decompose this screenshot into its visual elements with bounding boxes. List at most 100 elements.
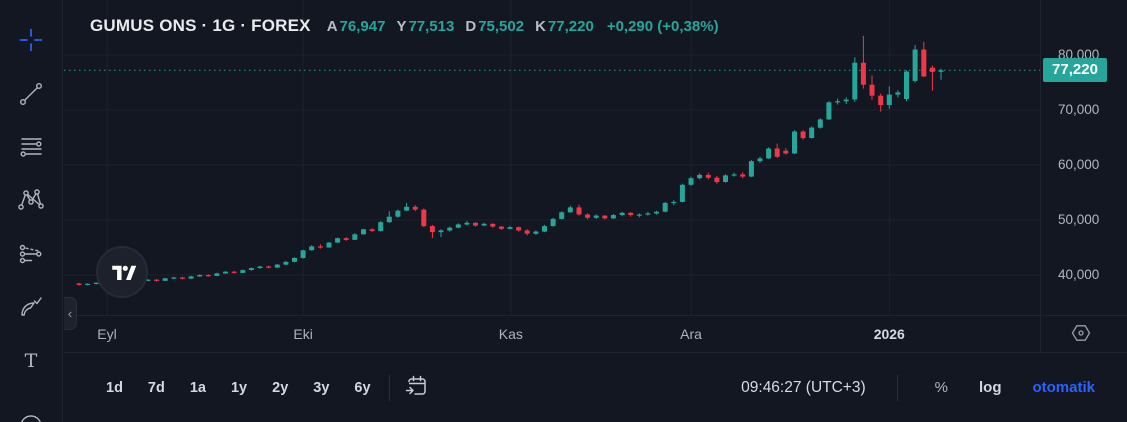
candle (145, 279, 151, 281)
trend-line-tool-button[interactable] (9, 80, 53, 108)
time-tick-label: Eki (293, 326, 313, 342)
symbol-legend[interactable]: GUMUS ONS · 1G · FOREX A 76,947 Y 77,513 D… (90, 16, 719, 36)
candle (309, 246, 315, 251)
range-button-1y[interactable]: 1y (225, 377, 253, 399)
projection-icon (19, 244, 42, 264)
auto-scale-button[interactable]: otomatik (1026, 378, 1101, 397)
fib-retracement-icon (20, 138, 42, 157)
chevron-left-icon: ‹ (67, 306, 73, 321)
candle (404, 206, 410, 211)
time-tick-label-year: 2026 (873, 326, 905, 342)
price-tick-label: 60,000 (1058, 157, 1100, 172)
candle (300, 250, 306, 258)
percent-scale-button[interactable]: % (929, 378, 954, 397)
candle (369, 229, 375, 231)
candle (85, 283, 91, 285)
range-button-1a[interactable]: 1a (184, 377, 212, 399)
candle (783, 150, 789, 154)
candle (361, 229, 366, 235)
candle (843, 99, 849, 102)
range-button-7d[interactable]: 7d (142, 377, 171, 399)
go-to-date-button[interactable] (402, 371, 432, 404)
candle (421, 209, 427, 227)
candle (576, 207, 582, 215)
candle (326, 242, 332, 248)
range-button-3y[interactable]: 3y (307, 377, 335, 399)
price-tick-label: 70,000 (1058, 102, 1100, 117)
tradingview-logo-button[interactable] (96, 246, 148, 298)
candle (188, 276, 194, 279)
price-change: +0,290 (+0,38%) (606, 18, 719, 35)
candle (507, 227, 513, 229)
candle (792, 131, 797, 154)
bottom-toolbar: 1d 7d 1a 1y 2y 3y 6y 09:46:27 (UTC+3) % … (64, 352, 1127, 422)
candle (593, 215, 599, 218)
candle (283, 261, 289, 265)
candle (93, 282, 99, 284)
fib-retracement-tool-button[interactable] (9, 133, 53, 161)
toolbar-collapse-button[interactable]: ‹ (64, 297, 77, 330)
candle (878, 95, 884, 105)
candle (205, 275, 211, 277)
divider (388, 374, 390, 401)
time-axis[interactable]: Eyl Eki Kas Ara 2026 (64, 315, 1040, 352)
price-tick-label: 40,000 (1058, 267, 1100, 282)
candle (636, 214, 642, 216)
candle (438, 230, 444, 233)
projection-tool-button[interactable] (9, 240, 53, 268)
time-tick-label: Ara (680, 326, 702, 342)
candle (938, 70, 944, 72)
candle (688, 178, 694, 185)
candle (214, 273, 220, 276)
svg-text:T: T (25, 350, 38, 372)
last-price-badge: 77,220 (1043, 58, 1107, 82)
candle (516, 227, 522, 231)
candle (826, 102, 832, 120)
time-tick-label: Eyl (97, 326, 117, 342)
price-axis[interactable]: 80,000 70,000 60,000 50,000 40,000 77,22… (1040, 0, 1127, 315)
candle (860, 62, 866, 85)
clock-timezone[interactable]: 09:46:27 (UTC+3) (741, 378, 866, 396)
candle (533, 231, 539, 234)
candle (852, 62, 858, 100)
candle (248, 268, 254, 270)
log-scale-button[interactable]: log (973, 378, 1008, 397)
crosshair-tool-button[interactable] (9, 26, 53, 54)
range-button-2y[interactable]: 2y (266, 377, 294, 399)
candle (335, 238, 341, 243)
candle (602, 215, 608, 219)
candle (731, 174, 737, 176)
arc-tool-button[interactable] (9, 401, 53, 422)
candle (76, 283, 82, 285)
candlestick-chart[interactable] (64, 0, 1040, 315)
chart-area[interactable]: GUMUS ONS · 1G · FOREX A 76,947 Y 77,513 D… (64, 0, 1040, 315)
candle (231, 271, 237, 273)
candle (292, 257, 297, 262)
candle (886, 94, 892, 105)
candle (343, 238, 349, 240)
candle (171, 277, 177, 279)
candle (679, 184, 685, 202)
brush-icon (21, 296, 42, 316)
time-tick-label: Kas (498, 326, 523, 342)
candle (714, 177, 720, 183)
text-tool-button[interactable]: T (9, 347, 53, 375)
candle (223, 271, 228, 274)
axis-settings-button[interactable] (1068, 320, 1094, 349)
candle (895, 92, 901, 95)
date-range-group: 1d 7d 1a 1y 2y 3y 6y (100, 377, 377, 399)
range-button-1d[interactable]: 1d (100, 377, 129, 399)
candle (921, 49, 927, 77)
candle (817, 119, 823, 128)
candle (585, 214, 591, 218)
candle (645, 213, 651, 215)
axis-corner (1040, 315, 1127, 352)
range-button-6y[interactable]: 6y (348, 377, 376, 399)
xabcd-pattern-tool-button[interactable] (9, 187, 53, 215)
divider (896, 374, 898, 401)
symbol-title[interactable]: GUMUS ONS · 1G · FOREX (90, 16, 311, 35)
brush-tool-button[interactable] (9, 294, 53, 322)
candle (610, 215, 616, 219)
candle (481, 223, 487, 226)
candle (447, 227, 453, 231)
